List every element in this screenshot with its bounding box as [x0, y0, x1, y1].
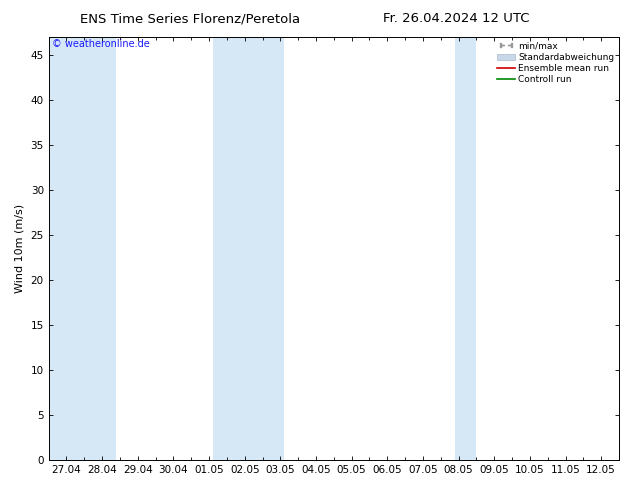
- Bar: [102, 37, 115, 460]
- Bar: [212, 37, 284, 460]
- Bar: [455, 37, 476, 460]
- Legend: min/max, Standardabweichung, Ensemble mean run, Controll run: min/max, Standardabweichung, Ensemble me…: [495, 40, 616, 86]
- Y-axis label: Wind 10m (m/s): Wind 10m (m/s): [15, 204, 25, 293]
- Text: © weatheronline.de: © weatheronline.de: [51, 39, 149, 49]
- Text: ENS Time Series Florenz/Peretola: ENS Time Series Florenz/Peretola: [80, 12, 301, 25]
- Text: Fr. 26.04.2024 12 UTC: Fr. 26.04.2024 12 UTC: [383, 12, 530, 25]
- Bar: [49, 37, 117, 460]
